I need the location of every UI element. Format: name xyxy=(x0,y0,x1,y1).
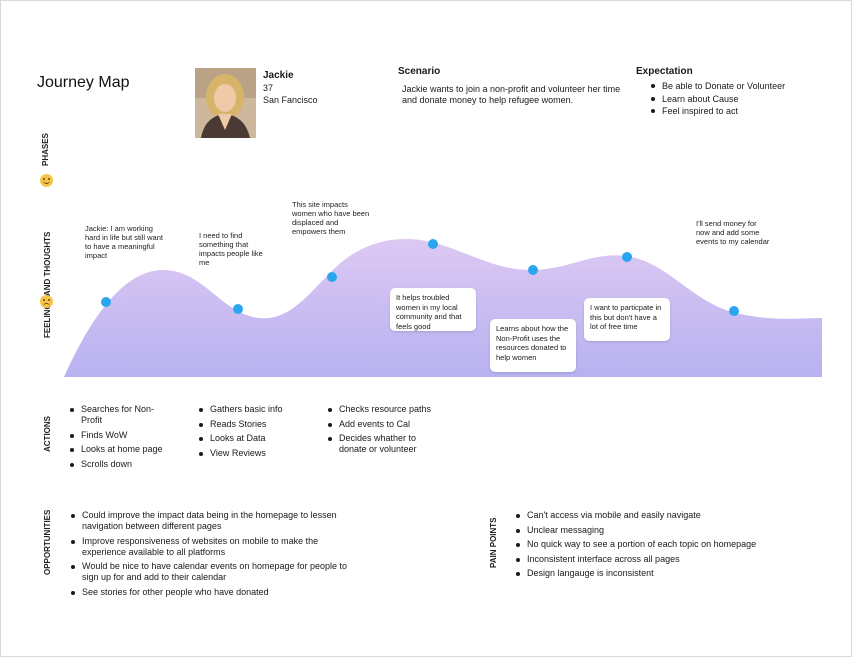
thought-card: It helps troubled women in my local comm… xyxy=(390,288,476,331)
action-item: Looks at Data xyxy=(199,433,309,444)
action-item: Decides whather to donate or volunteer xyxy=(328,433,438,455)
actions-list-3: Checks resource paths Add events to Cal … xyxy=(328,404,438,459)
page-title: Journey Map xyxy=(37,74,130,91)
action-item: Searches for Non-Profit xyxy=(70,404,175,426)
action-item: Checks resource paths xyxy=(328,404,438,415)
row-label-actions: ACTIONS xyxy=(43,416,52,452)
pain-point-item: Design langauge is inconsistent xyxy=(516,568,796,579)
thought-text: Jackie: I am working hard in life but st… xyxy=(85,224,163,260)
thought-card: Learns about how the Non-Profit uses the… xyxy=(490,319,576,372)
row-label-feelings: FEELINGS AND THOUGHTS xyxy=(43,231,52,338)
row-label-opportunities: OPPORTUNITIES xyxy=(43,509,52,575)
thought-card: I want to particpate in this but don't h… xyxy=(584,298,670,341)
opportunity-item: See stories for other people who have do… xyxy=(71,587,361,598)
row-label-phases: PHASES xyxy=(41,133,50,166)
actions-list-1: Searches for Non-Profit Finds WoW Looks … xyxy=(70,404,175,473)
action-item: Scrolls down xyxy=(70,459,175,470)
persona-info: Jackie 37 San Fancisco xyxy=(263,70,318,106)
expectation-list: Be able to Donate or Volunteer Learn abo… xyxy=(651,80,785,118)
opportunity-item: Could improve the impact data being in t… xyxy=(71,510,361,532)
thought-point xyxy=(101,297,111,307)
thought-point xyxy=(428,239,438,249)
thought-point xyxy=(729,306,739,316)
action-item: Add events to Cal xyxy=(328,419,438,430)
thought-point xyxy=(622,252,632,262)
neutral-face-icon xyxy=(40,174,53,187)
action-item: Reads Stories xyxy=(199,419,309,430)
expectation-item: Be able to Donate or Volunteer xyxy=(651,80,785,93)
thought-text: This site impacts women who have been di… xyxy=(292,200,370,236)
scenario-text: Jackie wants to join a non-profit and vo… xyxy=(402,84,621,105)
action-item: Looks at home page xyxy=(70,444,175,455)
worried-face-icon xyxy=(40,295,53,308)
persona-name: Jackie xyxy=(263,70,294,81)
expectation-heading: Expectation xyxy=(636,66,693,77)
expectation-item: Learn about Cause xyxy=(651,93,785,106)
thought-point xyxy=(327,272,337,282)
persona-photo-illustration xyxy=(195,68,256,138)
row-label-pain-points: PAIN POINTS xyxy=(489,517,498,568)
scenario-heading: Scenario xyxy=(398,66,441,77)
opportunity-item: Improve responsiveness of websites on mo… xyxy=(71,536,361,558)
thought-text: I'll send money for now and add some eve… xyxy=(696,219,770,246)
persona-age: 37 xyxy=(263,83,274,93)
thought-point xyxy=(233,304,243,314)
pain-point-item: No quick way to see a portion of each to… xyxy=(516,539,796,550)
persona-location: San Fancisco xyxy=(263,95,318,105)
action-item: Gathers basic info xyxy=(199,404,309,415)
pain-point-item: Inconsistent interface across all pages xyxy=(516,554,796,565)
action-item: View Reviews xyxy=(199,448,309,459)
actions-list-2: Gathers basic info Reads Stories Looks a… xyxy=(199,404,309,462)
thought-text: I need to find something that impacts pe… xyxy=(199,231,263,267)
opportunity-item: Would be nice to have calendar events on… xyxy=(71,561,361,583)
persona-photo xyxy=(195,68,256,138)
pain-points-list: Can't access via mobile and easily navig… xyxy=(516,510,796,583)
pain-point-item: Unclear messaging xyxy=(516,525,796,536)
expectation-item: Feel inspired to act xyxy=(651,105,785,118)
thought-point xyxy=(528,265,538,275)
action-item: Finds WoW xyxy=(70,430,175,441)
opportunities-list: Could improve the impact data being in t… xyxy=(71,510,361,601)
pain-point-item: Can't access via mobile and easily navig… xyxy=(516,510,796,521)
